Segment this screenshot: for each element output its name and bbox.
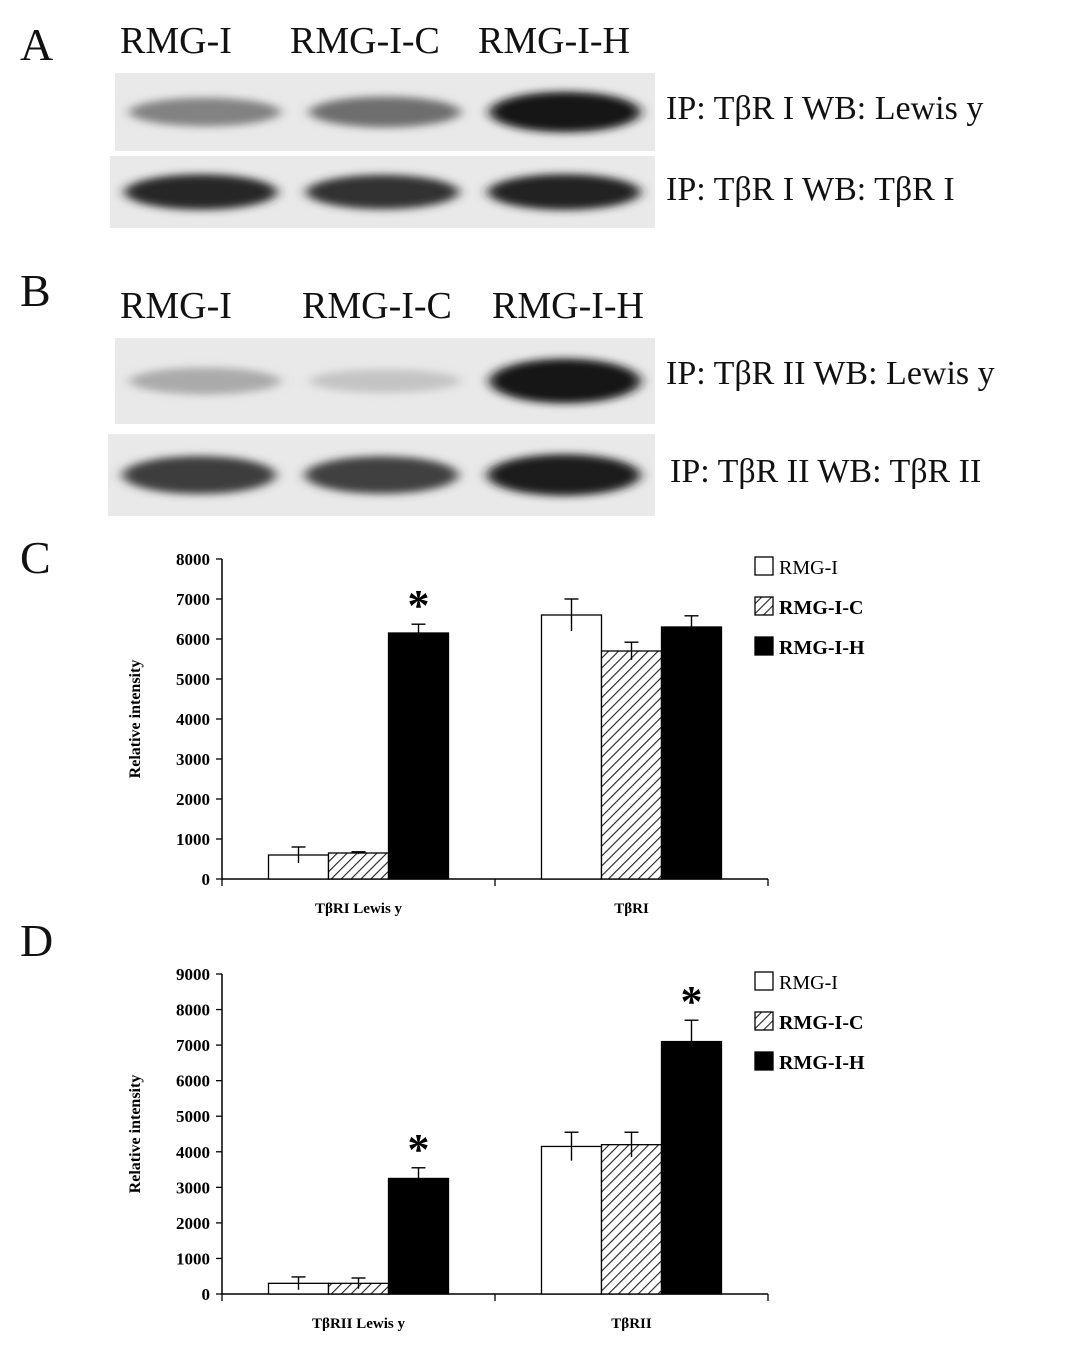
blot-band <box>309 96 461 128</box>
legend-label: RMG-I-H <box>779 1052 865 1074</box>
y-tick-label: 4000 <box>176 710 210 729</box>
panel-letter-d: D <box>20 915 54 966</box>
blot-band <box>487 174 641 210</box>
bar <box>660 1040 723 1295</box>
lane-label-a-3: RMG-I-H <box>478 20 630 62</box>
legend-label: RMG-I-C <box>779 1012 863 1034</box>
significance-star: * <box>408 581 430 630</box>
y-tick-label: 6000 <box>176 630 210 649</box>
blot-band <box>489 358 641 404</box>
legend-label: RMG-I-C <box>779 597 863 619</box>
y-tick-label: 5000 <box>176 1107 210 1126</box>
y-tick-label: 5000 <box>176 670 210 689</box>
blot-a-1 <box>115 73 655 151</box>
y-axis-label: Relative intensity <box>127 1075 144 1194</box>
y-tick-label: 8000 <box>176 1001 210 1020</box>
y-tick-label: 2000 <box>176 790 210 809</box>
bar-chart-d: 0 1000 2000 3000 4000 5000 6000 7000 8000 9000 Rel… <box>127 965 865 1332</box>
y-tick-label: 7000 <box>176 1036 210 1055</box>
bar <box>327 852 390 880</box>
y-tick-label: 1000 <box>176 830 210 849</box>
bar <box>660 626 723 880</box>
lane-label-a-2: RMG-I-C <box>290 20 440 62</box>
y-tick-label: 0 <box>202 1285 211 1304</box>
panel-letter-b: B <box>20 265 51 316</box>
blot-label-a-2: IP: TβR I WB: TβR I <box>666 171 955 208</box>
legend-swatch <box>754 636 774 656</box>
category-label: TβRI Lewis y <box>315 901 403 917</box>
y-tick-label: 7000 <box>176 590 210 609</box>
legend-label: RMG-I <box>779 972 838 994</box>
blot-band <box>304 456 459 494</box>
lane-label-b-2: RMG-I-C <box>302 285 452 327</box>
panel-letter-c: C <box>20 532 51 583</box>
category-label: TβRII Lewis y <box>312 1316 405 1332</box>
bar <box>600 650 663 880</box>
category-label: TβRII <box>611 1316 652 1332</box>
blot-label-b-2: IP: TβR II WB: TβR II <box>670 453 982 490</box>
y-tick-label: 3000 <box>176 750 210 769</box>
y-tick-label: 4000 <box>176 1143 210 1162</box>
panel-letter-a: A <box>20 19 54 70</box>
bar <box>600 1144 663 1295</box>
bar <box>387 1177 450 1295</box>
y-tick-label: 9000 <box>176 965 210 984</box>
blot-band <box>122 455 276 495</box>
legend-label: RMG-I <box>779 557 838 579</box>
blot-b-2 <box>108 434 655 516</box>
blot-label-b-1: IP: TβR II WB: Lewis y <box>666 355 995 392</box>
legend-swatch <box>754 596 774 616</box>
blot-label-a-1: IP: TβR I WB: Lewis y <box>666 90 984 127</box>
blot-a-2 <box>110 156 655 228</box>
category-label: TβRI <box>614 901 649 917</box>
y-axis-label: Relative intensity <box>127 660 144 779</box>
bar <box>540 614 603 880</box>
blot-b-1 <box>115 338 655 424</box>
blot-band <box>129 97 281 127</box>
lane-label-b-3: RMG-I-H <box>492 285 644 327</box>
blot-band <box>306 174 459 210</box>
legend-swatch <box>754 1051 774 1071</box>
legend-swatch <box>754 971 774 991</box>
significance-star: * <box>681 977 703 1026</box>
y-tick-label: 0 <box>202 870 211 889</box>
legend-swatch <box>754 556 774 576</box>
lane-label-a-1: RMG-I <box>120 20 232 62</box>
bar-chart-c: 0 1000 2000 3000 4000 5000 6000 7000 8000 Relativ… <box>127 550 865 917</box>
blot-band <box>129 367 281 395</box>
y-tick-label: 3000 <box>176 1178 210 1197</box>
y-tick-label: 1000 <box>176 1249 210 1268</box>
significance-star: * <box>408 1125 430 1174</box>
y-tick-label: 8000 <box>176 550 210 569</box>
blot-band <box>124 174 278 210</box>
blot-band <box>489 91 641 133</box>
bar <box>387 632 450 880</box>
blot-band <box>487 454 641 496</box>
legend-swatch <box>754 1011 774 1031</box>
bar <box>540 1145 603 1295</box>
legend-label: RMG-I-H <box>779 637 865 659</box>
lane-label-b-1: RMG-I <box>120 285 232 327</box>
y-tick-label: 6000 <box>176 1072 210 1091</box>
y-tick-label: 2000 <box>176 1214 210 1233</box>
blot-band <box>309 369 461 393</box>
